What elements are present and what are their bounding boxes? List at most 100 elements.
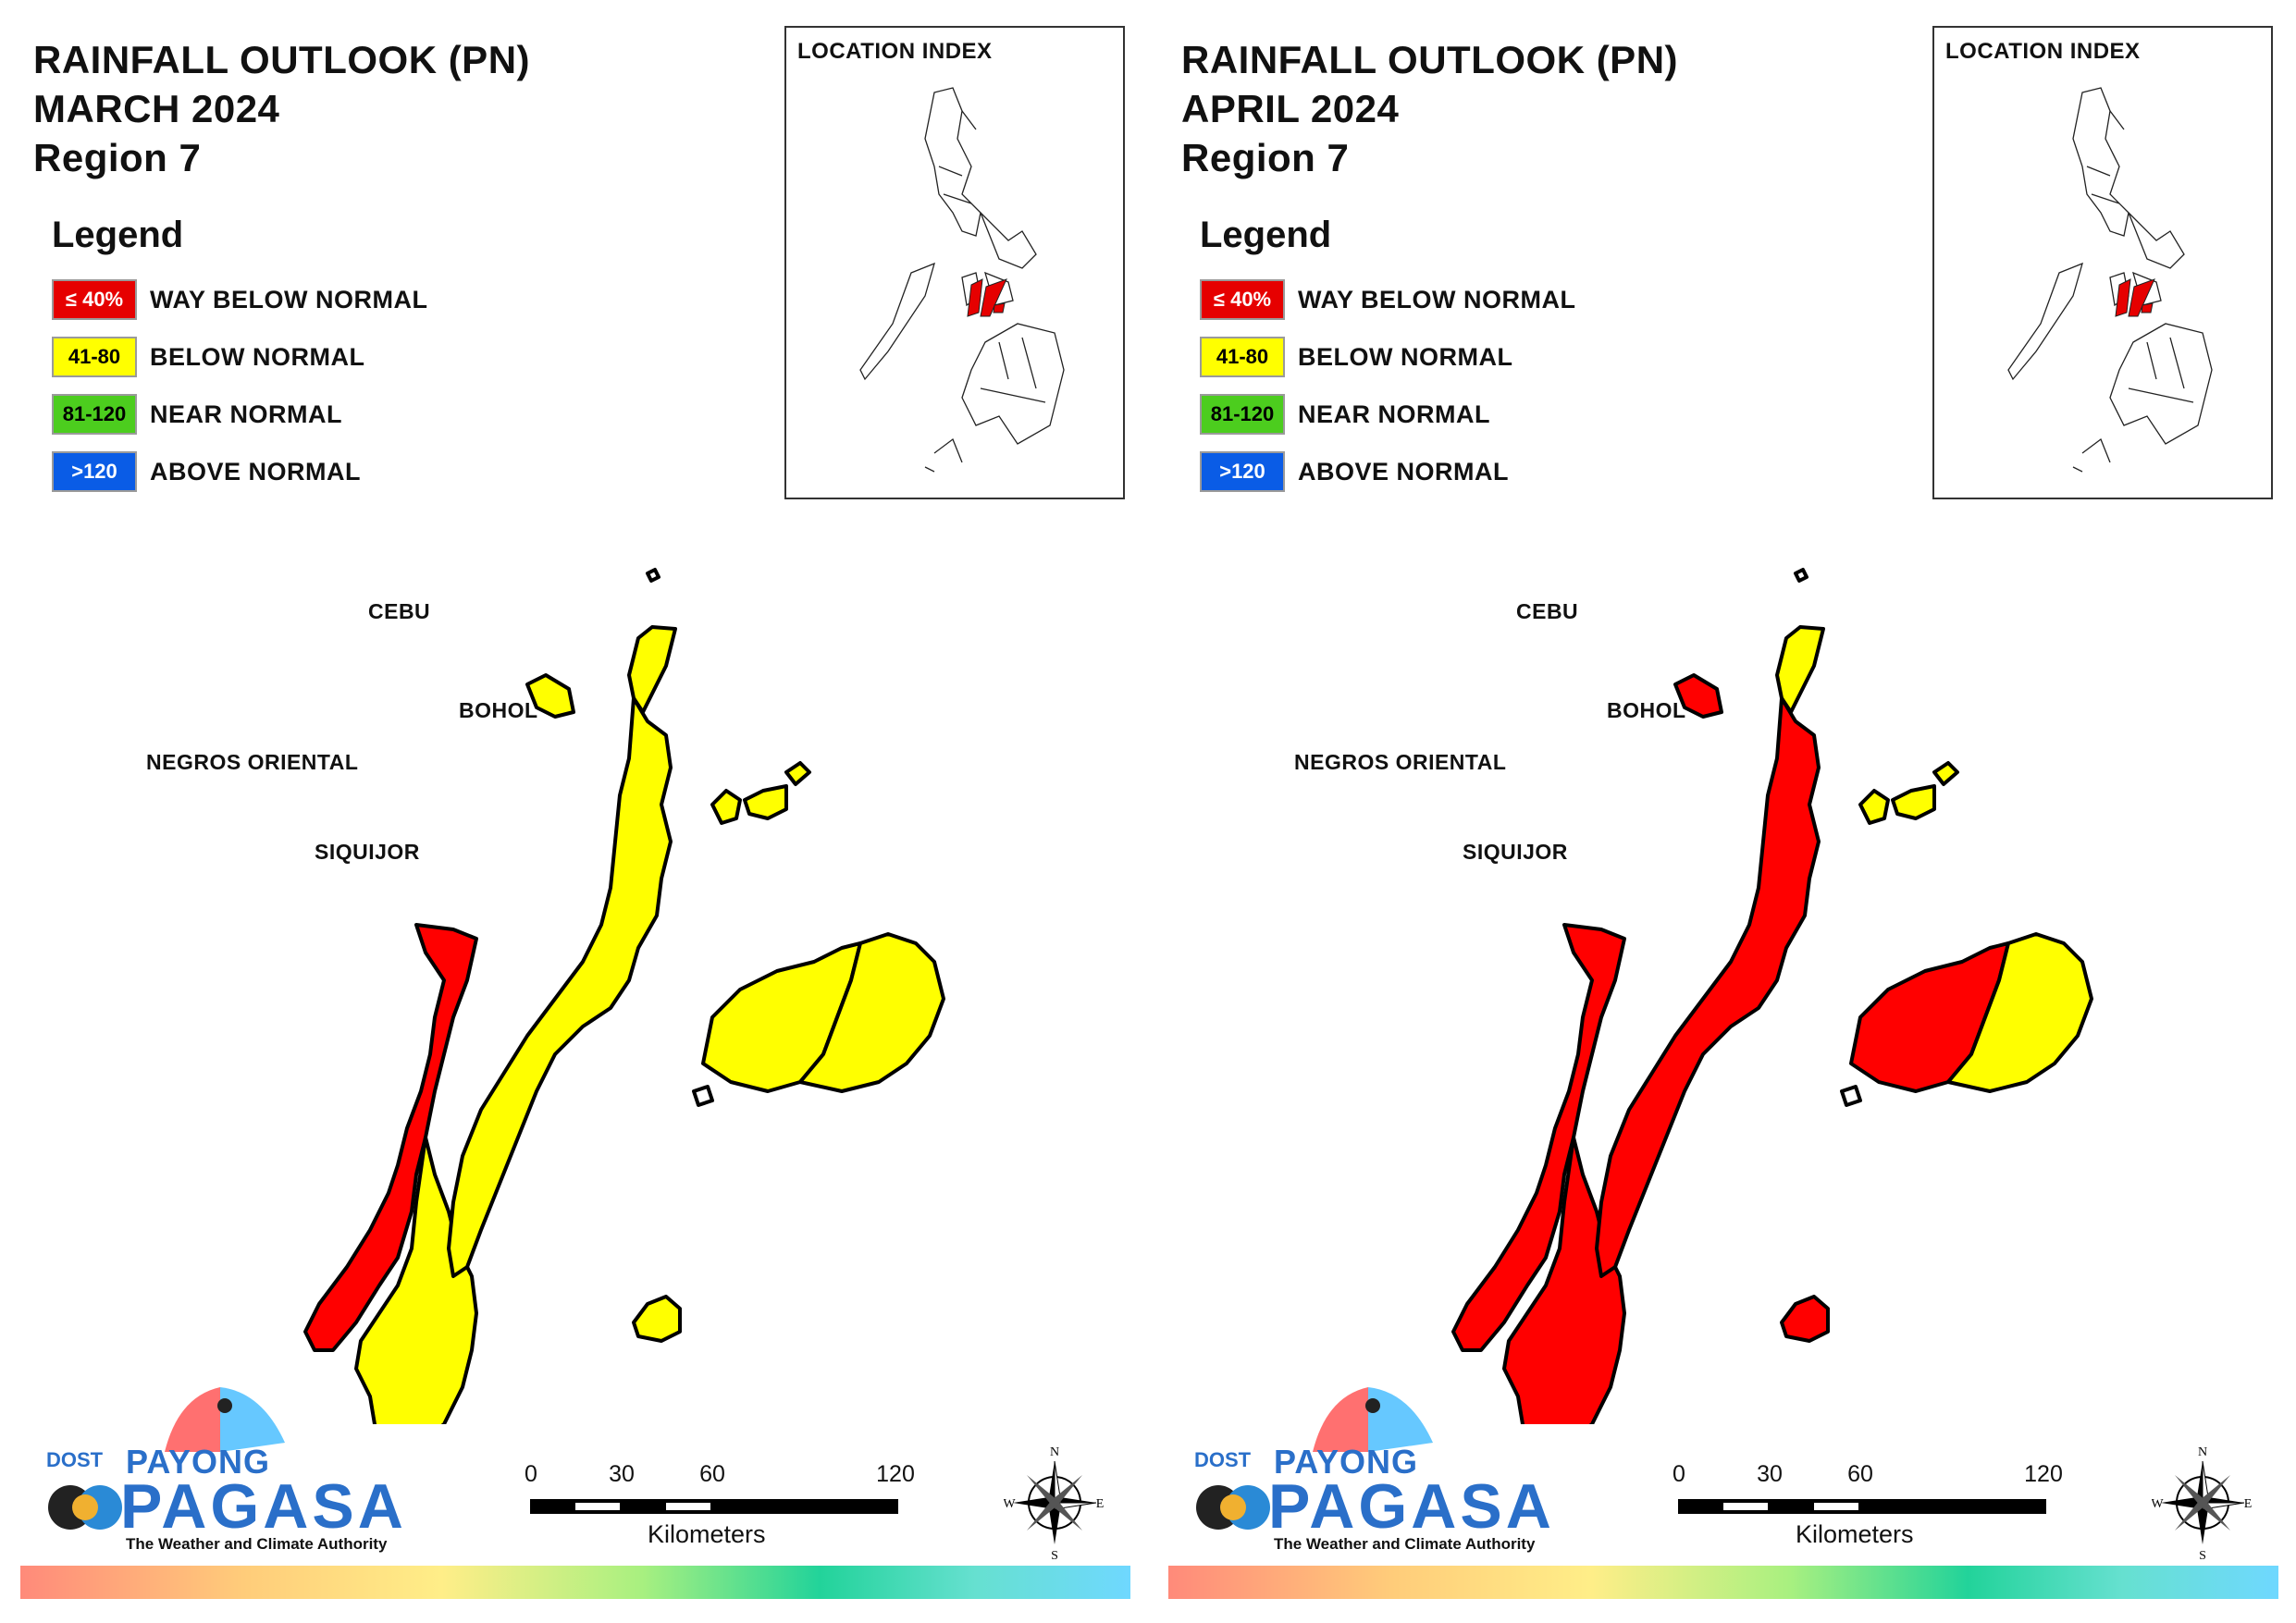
bohol-east-region bbox=[798, 932, 945, 1093]
scale-tick: 120 bbox=[876, 1461, 915, 1487]
label-cebu: CEBU bbox=[368, 599, 431, 623]
scale-bar: 0 30 60 120 Kilometers bbox=[1666, 1461, 2073, 1563]
cebu-main-region bbox=[447, 696, 673, 1278]
legend-label: ABOVE NORMAL bbox=[150, 457, 361, 486]
legend-item: 81-120 NEAR NORMAL bbox=[52, 391, 428, 437]
legend-swatch: ≤ 40% bbox=[52, 279, 137, 320]
compass-icon: N E S W bbox=[2151, 1445, 2253, 1563]
pagasa-logo: DOST PAYONG PAGASA The Weather and Clima… bbox=[26, 1378, 403, 1563]
compass-e: E bbox=[2244, 1497, 2253, 1511]
color-gradient-bar bbox=[20, 1566, 1130, 1599]
label-cebu: CEBU bbox=[1516, 599, 1579, 623]
bantayan-island bbox=[1673, 673, 1723, 719]
negros-north-region bbox=[303, 923, 478, 1352]
legend-item: >120 ABOVE NORMAL bbox=[52, 449, 428, 495]
siquijor-island bbox=[1780, 1295, 1830, 1343]
legend-label: NEAR NORMAL bbox=[1298, 400, 1490, 428]
map-panel-march: RAINFALL OUTLOOK (PN) MARCH 2024 Region … bbox=[20, 26, 1130, 1599]
siquijor-island bbox=[632, 1295, 682, 1343]
scale-unit: Kilometers bbox=[648, 1520, 766, 1548]
legend-label: WAY BELOW NORMAL bbox=[150, 285, 428, 314]
label-siquijor: SIQUIJOR bbox=[315, 840, 420, 864]
payong-umbrella-icon bbox=[48, 1387, 285, 1530]
scale-tick: 0 bbox=[525, 1461, 537, 1487]
legend-title: Legend bbox=[52, 215, 184, 255]
scale-unit: Kilometers bbox=[1796, 1520, 1914, 1548]
legend-swatch: 81-120 bbox=[52, 394, 137, 435]
bohol-east-region bbox=[1946, 932, 2093, 1093]
title-line-2: APRIL 2024 bbox=[1181, 87, 1400, 130]
philippines-index-map bbox=[2007, 87, 2213, 473]
compass-rose: N E S W bbox=[1003, 1443, 1105, 1563]
label-negros-oriental: NEGROS ORIENTAL bbox=[1294, 750, 1507, 774]
islet bbox=[1840, 1085, 1862, 1107]
legend: Legend ≤ 40% WAY BELOW NORMAL 41-80 BELO… bbox=[1200, 215, 1576, 506]
compass-n: N bbox=[1050, 1445, 1059, 1459]
map-title: RAINFALL OUTLOOK (PN) APRIL 2024 Region … bbox=[1181, 35, 1678, 182]
region-map bbox=[148, 536, 981, 1463]
location-index: LOCATION INDEX bbox=[784, 26, 1125, 499]
title-line-3: Region 7 bbox=[1181, 136, 1350, 179]
location-index-title: LOCATION INDEX bbox=[797, 39, 993, 64]
legend-swatch: 41-80 bbox=[52, 337, 137, 377]
legend-item: 41-80 BELOW NORMAL bbox=[52, 334, 428, 380]
camotes-island-2 bbox=[743, 784, 788, 820]
scale-tick: 120 bbox=[2024, 1461, 2063, 1487]
legend-label: WAY BELOW NORMAL bbox=[1298, 285, 1576, 314]
legend-item: 81-120 NEAR NORMAL bbox=[1200, 391, 1576, 437]
legend-swatch: >120 bbox=[52, 451, 137, 492]
logo-dost: DOST bbox=[1194, 1448, 1252, 1471]
philippines-index-map bbox=[859, 87, 1065, 473]
camotes-island-2 bbox=[1891, 784, 1936, 820]
scale-tick: 60 bbox=[1847, 1461, 1873, 1487]
logo-tagline: The Weather and Climate Authority bbox=[126, 1535, 388, 1553]
scale-bar-graphic bbox=[1678, 1499, 2046, 1514]
title-line-1: RAINFALL OUTLOOK (PN) bbox=[1181, 38, 1679, 81]
camotes-island-1 bbox=[1858, 789, 1890, 825]
legend-item: 41-80 BELOW NORMAL bbox=[1200, 334, 1576, 380]
logo-payong: PAYONG bbox=[1274, 1443, 1419, 1481]
legend-label: BELOW NORMAL bbox=[1298, 342, 1513, 371]
location-index-title: LOCATION INDEX bbox=[1945, 39, 2141, 64]
scale-tick: 30 bbox=[609, 1461, 635, 1487]
cebu-north-region bbox=[1775, 625, 1825, 714]
region-7-map bbox=[1451, 568, 2093, 1463]
logo-dost: DOST bbox=[46, 1448, 104, 1471]
legend-swatch: 41-80 bbox=[1200, 337, 1285, 377]
scale-tick: 30 bbox=[1757, 1461, 1783, 1487]
title-line-3: Region 7 bbox=[33, 136, 202, 179]
camotes-island-3 bbox=[784, 761, 811, 786]
region-map bbox=[1296, 536, 2129, 1463]
scale-bar: 0 30 60 120 Kilometers bbox=[518, 1461, 925, 1563]
legend-swatch: ≤ 40% bbox=[1200, 279, 1285, 320]
label-negros-oriental: NEGROS ORIENTAL bbox=[146, 750, 359, 774]
color-gradient-bar bbox=[1168, 1566, 2278, 1599]
logo-payong: PAYONG bbox=[126, 1443, 271, 1481]
legend-title: Legend bbox=[1200, 215, 1332, 255]
label-siquijor: SIQUIJOR bbox=[1463, 840, 1568, 864]
compass-e: E bbox=[1096, 1497, 1105, 1511]
islet bbox=[1794, 568, 1808, 583]
compass-w: W bbox=[1004, 1497, 1016, 1511]
logo-pagasa: PAGASA bbox=[1268, 1471, 1555, 1542]
title-line-1: RAINFALL OUTLOOK (PN) bbox=[33, 38, 531, 81]
location-index: LOCATION INDEX bbox=[1932, 26, 2273, 499]
bantayan-island bbox=[525, 673, 575, 719]
scale-bar-graphic bbox=[530, 1499, 898, 1514]
pagasa-logo: DOST PAYONG PAGASA The Weather and Clima… bbox=[1174, 1378, 1551, 1563]
islet bbox=[692, 1085, 714, 1107]
negros-north-region bbox=[1451, 923, 1626, 1352]
legend-item: ≤ 40% WAY BELOW NORMAL bbox=[52, 277, 428, 323]
compass-s: S bbox=[2199, 1549, 2206, 1563]
legend: Legend ≤ 40% WAY BELOW NORMAL 41-80 BELO… bbox=[52, 215, 428, 506]
label-bohol: BOHOL bbox=[459, 698, 538, 722]
legend-swatch: 81-120 bbox=[1200, 394, 1285, 435]
region-7-map bbox=[303, 568, 945, 1463]
legend-swatch: >120 bbox=[1200, 451, 1285, 492]
cebu-north-region bbox=[627, 625, 677, 714]
map-title: RAINFALL OUTLOOK (PN) MARCH 2024 Region … bbox=[33, 35, 530, 182]
compass-rose: N E S W bbox=[2151, 1443, 2253, 1563]
logo-tagline: The Weather and Climate Authority bbox=[1274, 1535, 1536, 1553]
title-line-2: MARCH 2024 bbox=[33, 87, 280, 130]
map-panel-april: RAINFALL OUTLOOK (PN) APRIL 2024 Region … bbox=[1148, 0, 2296, 1623]
